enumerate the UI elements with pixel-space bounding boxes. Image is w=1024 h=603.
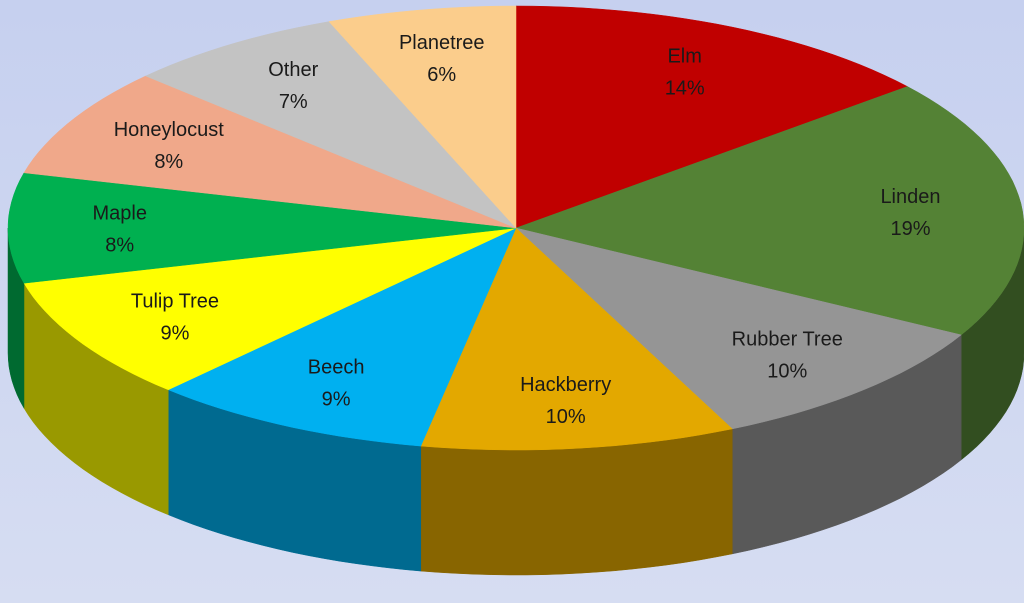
slice-value-label: 6% [427,64,456,86]
slice-value-label: 19% [890,218,930,240]
slice-value-label: 10% [767,361,807,383]
slice-label: Planetree [399,32,485,54]
slice-label: Elm [667,46,701,68]
slice-label: Tulip Tree [131,290,219,312]
slice-label: Rubber Tree [732,329,843,351]
slice-value-label: 14% [665,78,705,100]
slice [145,21,517,229]
slice-label: Hackberry [520,374,611,396]
slice [23,227,517,391]
slice [167,227,517,447]
slice-label: Maple [93,202,147,224]
slice-label: Linden [880,186,940,208]
slice-label: Beech [308,357,365,379]
slice [420,227,733,451]
slice [328,5,517,229]
slice-value-label: 9% [322,389,351,411]
slice [515,5,909,229]
slice-label: Honeylocust [114,119,225,141]
slice-value-label: 8% [105,234,134,256]
slice [23,75,517,229]
slice [515,86,1024,336]
slice-side [420,428,733,576]
slice [7,172,517,284]
slice-label: Other [268,59,318,81]
slice-value-label: 8% [154,151,183,173]
slice-value-label: 9% [160,322,189,344]
slice [515,227,962,430]
slice-value-label: 7% [279,91,308,113]
slice-value-label: 10% [546,406,586,428]
